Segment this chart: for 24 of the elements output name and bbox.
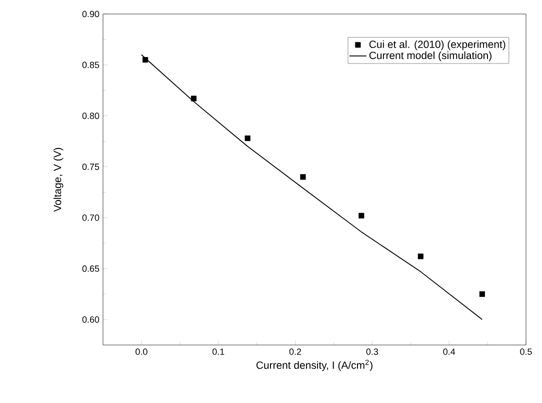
- point: [190, 96, 197, 102]
- x-tick-label: 0.5: [520, 348, 532, 355]
- y-tick-label: 0.85: [82, 62, 100, 68]
- y-axis-title: Voltage, V (V): [53, 148, 64, 212]
- x-tick-label: 0.3: [366, 348, 378, 355]
- point: [479, 291, 485, 297]
- y-tick-label: 0.65: [82, 265, 100, 272]
- y-tick-label: 0.60: [82, 316, 100, 323]
- y-tick-label: 0.75: [82, 164, 100, 170]
- x-tick-label: 0.4: [443, 348, 456, 355]
- x-tick-label: 0.0: [136, 348, 148, 355]
- x-tick-label: 0.1: [212, 348, 224, 355]
- x-tick-label: 0.2: [289, 348, 302, 355]
- point: [300, 174, 306, 180]
- x-axis-title: Current density, I (A/cm$^{2}$): [256, 360, 372, 371]
- y-tick-label: 0.70: [82, 214, 100, 221]
- legend-label: Current model (simulation): [369, 51, 492, 62]
- y-tick-label: 0.90: [82, 10, 100, 18]
- legend-label: Cui et al. (2010) (experiment): [369, 40, 506, 50]
- point: [358, 212, 364, 218]
- y-tick-label: 0.80: [82, 112, 100, 120]
- point: [244, 135, 250, 142]
- point: [418, 254, 424, 260]
- point: [142, 57, 148, 63]
